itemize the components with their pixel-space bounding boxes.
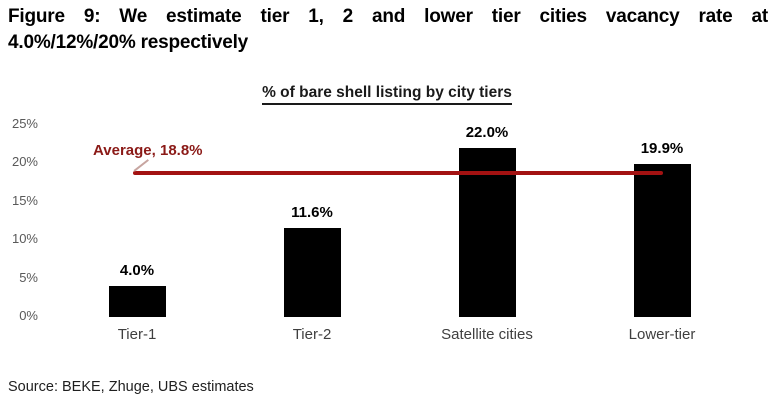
bar-value-label: 4.0% xyxy=(119,262,155,280)
bar-tier-1 xyxy=(108,286,166,317)
x-category-label: Tier-2 xyxy=(292,326,332,343)
source-note: Source: BEKE, Zhuge, UBS estimates xyxy=(8,379,254,395)
y-tick-label: 20% xyxy=(11,154,38,170)
y-tick-label: 15% xyxy=(11,192,38,208)
y-tick-label: 10% xyxy=(11,231,38,247)
bar-value-label: 11.6% xyxy=(291,203,333,221)
bar-lower-tier xyxy=(633,164,691,317)
figure-title-line2: 4.0%/12%/20% respectively xyxy=(8,32,249,53)
figure-title: Figure 9: We estimate tier 1, 2 and lowe… xyxy=(8,4,768,56)
bar-tier-2 xyxy=(283,227,341,317)
bar-value-label: 19.9% xyxy=(640,140,684,158)
figure-title-line1: Figure 9: We estimate tier 1, 2 and lowe… xyxy=(8,6,768,27)
average-label: Average, 18.8% xyxy=(93,141,203,159)
y-tick-label: 5% xyxy=(19,269,38,285)
x-category-label: Tier-1 xyxy=(117,326,157,343)
chart-title-text: % of bare shell listing by city tiers xyxy=(262,84,512,105)
y-tick-label: 0% xyxy=(19,308,38,323)
average-label-leader-line xyxy=(133,158,149,171)
x-category-label: Lower-tier xyxy=(628,326,696,343)
bar-value-label: 22.0% xyxy=(465,124,509,142)
bar-satellite-cities xyxy=(458,148,516,317)
chart-title: % of bare shell listing by city tiers xyxy=(212,84,562,105)
average-line xyxy=(133,170,663,175)
y-tick-label: 25% xyxy=(11,116,38,131)
x-category-label: Satellite cities xyxy=(441,326,533,343)
